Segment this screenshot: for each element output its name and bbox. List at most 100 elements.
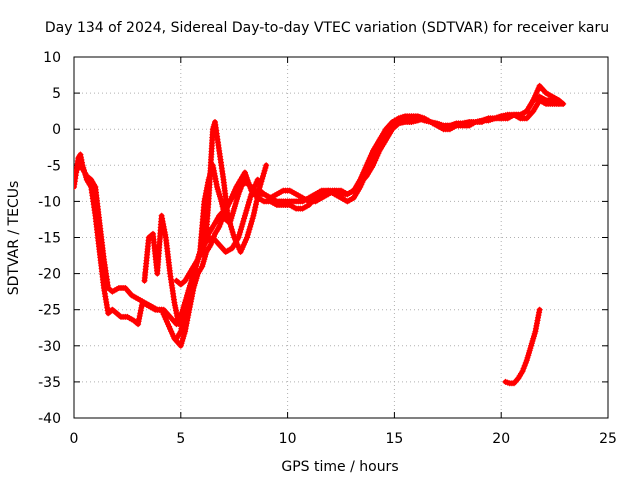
data-point <box>213 178 219 185</box>
data-point <box>177 328 184 335</box>
y-tick-label: -30 <box>38 339 61 355</box>
y-tick-label: 0 <box>52 122 61 138</box>
data-point <box>238 183 245 190</box>
data-point <box>216 223 223 230</box>
data-point <box>228 223 234 230</box>
data-point <box>186 287 193 294</box>
data-point <box>190 270 197 277</box>
data-point <box>533 322 540 329</box>
data-point <box>236 188 243 195</box>
data-point <box>536 306 543 313</box>
data-point <box>263 162 270 169</box>
y-tick-label: -15 <box>38 231 61 247</box>
y-tick-label: -20 <box>38 267 61 283</box>
data-marks <box>74 82 567 387</box>
y-tick-label: -25 <box>38 303 61 319</box>
x-tick-label: 10 <box>279 431 297 447</box>
data-point <box>246 196 253 203</box>
data-point <box>229 229 236 236</box>
data-point <box>237 185 244 192</box>
y-tick-label: -10 <box>38 194 61 210</box>
data-point <box>194 257 201 264</box>
data-point <box>183 302 190 309</box>
x-tick-label: 0 <box>70 431 79 447</box>
data-point <box>171 302 178 309</box>
data-point <box>260 170 267 177</box>
y-axis-label: SDTVAR / TECUs <box>6 181 22 296</box>
data-point <box>185 293 192 300</box>
data-point <box>247 193 254 200</box>
data-point <box>256 186 263 193</box>
data-point <box>241 212 248 219</box>
data-point <box>192 265 199 272</box>
data-point <box>74 176 77 183</box>
data-point <box>242 210 249 217</box>
data-point <box>255 189 262 196</box>
data-point <box>520 365 527 372</box>
data-point <box>249 215 256 222</box>
data-point <box>182 308 189 315</box>
x-tick-label: 20 <box>492 431 510 447</box>
data-point <box>519 368 526 375</box>
data-point <box>207 241 214 248</box>
data-point <box>218 218 225 225</box>
data-point <box>237 226 244 233</box>
data-point <box>136 315 143 322</box>
data-point <box>180 316 187 323</box>
data-point <box>189 276 196 283</box>
data-series <box>74 82 567 387</box>
data-point <box>251 207 258 214</box>
data-point <box>182 305 189 312</box>
data-point <box>239 221 246 227</box>
data-point <box>256 184 263 190</box>
data-point <box>245 229 252 236</box>
data-point <box>193 259 200 266</box>
data-point <box>260 173 266 180</box>
data-point <box>187 285 194 291</box>
data-point <box>230 231 237 238</box>
data-point <box>193 262 199 269</box>
x-tick-label: 25 <box>599 431 617 447</box>
data-point <box>196 251 203 258</box>
data-point <box>253 198 260 205</box>
data-point <box>195 254 202 261</box>
data-point <box>241 215 248 222</box>
data-point <box>244 231 251 238</box>
data-point <box>261 167 268 174</box>
x-axis-label: GPS time / hours <box>281 459 398 475</box>
data-point <box>178 325 185 332</box>
x-tick-label: 15 <box>385 431 403 447</box>
data-point <box>181 313 187 320</box>
y-tick-label: -5 <box>47 158 61 174</box>
data-point <box>218 198 225 205</box>
series-markers-track-e <box>173 176 261 342</box>
data-point <box>241 169 248 176</box>
data-point <box>238 223 245 230</box>
data-point <box>235 234 242 241</box>
y-tick-label: 5 <box>52 86 61 102</box>
y-tick-label: -35 <box>38 375 61 391</box>
data-point <box>253 201 259 208</box>
data-point <box>188 279 195 286</box>
data-point <box>252 204 259 211</box>
data-point <box>235 191 242 198</box>
data-point <box>247 223 254 230</box>
data-point <box>555 100 562 107</box>
data-point <box>190 273 196 280</box>
data-point <box>173 310 180 317</box>
data-point <box>224 212 231 219</box>
data-point <box>74 184 77 190</box>
data-point <box>137 310 144 317</box>
data-point <box>254 195 261 202</box>
data-point <box>262 165 269 171</box>
tick-labels: 0 5 10 15 20 25 -40 -35 -30 -25 -20 -15 -10 -5 0 5 10 <box>38 50 617 447</box>
chart-title: Day 134 of 2024, Sidereal Day-to-day VTE… <box>45 20 609 36</box>
data-point <box>259 175 266 182</box>
data-point <box>228 226 235 233</box>
data-point <box>77 154 84 161</box>
data-point <box>161 226 168 233</box>
data-point <box>186 290 193 297</box>
x-tick-label: 5 <box>176 431 185 447</box>
y-tick-label: -40 <box>38 411 61 427</box>
